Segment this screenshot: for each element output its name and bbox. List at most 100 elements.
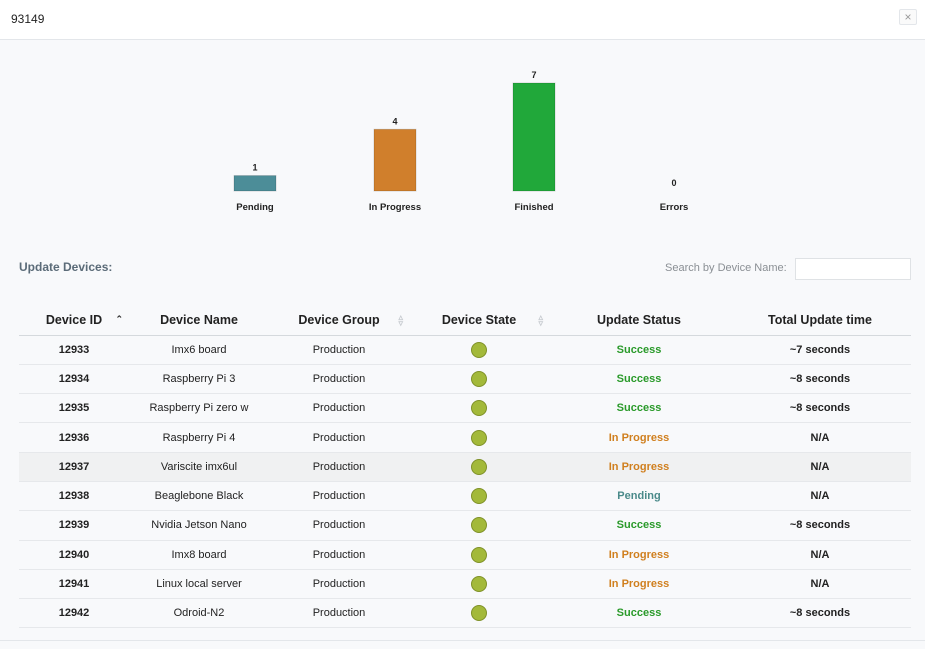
chart-value-label: 1	[252, 163, 257, 173]
table-row[interactable]: 12942 Odroid-N2 Production Success ~8 second…	[19, 598, 911, 629]
device-search-input[interactable]	[795, 258, 911, 280]
update-time-cell: ~7 seconds	[729, 335, 911, 365]
device-id-cell: 12937	[19, 452, 129, 482]
table-row[interactable]: 12939 Nvidia Jetson Nano Production Success…	[19, 510, 911, 541]
device-id-cell: 12940	[19, 540, 129, 570]
device-state-cell	[409, 569, 549, 600]
device-state-indicator-icon	[471, 546, 487, 563]
chart-value-label: 7	[531, 70, 536, 80]
device-state-cell	[409, 510, 549, 541]
update-status-cell: In Progress	[549, 422, 729, 453]
device-state-indicator-icon	[471, 576, 487, 593]
update-status-cell: Pending	[549, 481, 729, 512]
device-id-cell: 12942	[19, 598, 129, 629]
update-time-cell: ~8 seconds	[729, 364, 911, 395]
device-name-cell: Raspberry Pi 4	[129, 422, 269, 453]
table-row[interactable]: 12934 Raspberry Pi 3 Production Success ~8 s…	[19, 364, 911, 395]
device-state-indicator-icon	[471, 458, 487, 475]
update-time-cell: ~8 seconds	[729, 393, 911, 424]
column-header-device-group[interactable]: Device Group ▵ ▿	[269, 305, 409, 336]
device-state-indicator-icon	[471, 400, 487, 417]
column-header-device-id[interactable]: Device ID ⌃	[19, 305, 129, 336]
table-row[interactable]: 12937 Variscite imx6ul Production In Progre…	[19, 452, 911, 482]
device-group-cell: Production	[269, 335, 409, 365]
device-state-cell	[409, 481, 549, 512]
device-group-cell: Production	[269, 452, 409, 482]
device-state-cell	[409, 393, 549, 424]
chart-category-label: Pending	[236, 202, 274, 213]
sort-icon: ▵ ▿	[538, 312, 543, 328]
column-label: Device Group	[298, 312, 380, 327]
update-time-cell: N/A	[729, 540, 911, 570]
device-id-cell: 12936	[19, 422, 129, 453]
chart-value-label: 4	[392, 116, 397, 126]
update-status-cell: Success	[549, 510, 729, 541]
column-label: Total Update time	[768, 312, 872, 327]
device-name-cell: Raspberry Pi 3	[129, 364, 269, 395]
update-time-cell: N/A	[729, 481, 911, 512]
column-header-update-status: Update Status	[549, 305, 729, 336]
close-icon: ×	[904, 10, 912, 24]
device-id-cell: 12941	[19, 569, 129, 600]
modal-title: 93149	[11, 12, 45, 26]
column-label: Device Name	[160, 312, 238, 327]
table-row[interactable]: 12936 Raspberry Pi 4 Production In Progress…	[19, 422, 911, 453]
column-header-total-update-time: Total Update time	[729, 305, 911, 336]
device-id-cell: 12933	[19, 335, 129, 365]
column-label: Update Status	[596, 312, 682, 327]
device-group-cell: Production	[269, 481, 409, 512]
update-status-chart: 1 Pending 4 In Progress 7 Finished 0 Errors	[0, 60, 925, 220]
update-time-cell: N/A	[729, 452, 911, 482]
device-state-cell	[409, 540, 549, 570]
table-row[interactable]: 12941 Linux local server Production In Prog…	[19, 569, 911, 600]
device-id-cell: 12939	[19, 510, 129, 541]
close-button[interactable]: ×	[899, 9, 917, 25]
device-name-cell: Imx6 board	[129, 335, 269, 365]
device-state-indicator-icon	[471, 341, 487, 358]
footer-divider	[0, 640, 925, 641]
table-row[interactable]: 12940 Imx8 board Production In Progress N/A	[19, 540, 911, 570]
device-name-cell: Imx8 board	[129, 540, 269, 570]
device-state-indicator-icon	[471, 517, 487, 534]
chart-category-label: In Progress	[369, 202, 421, 213]
devices-table: Device ID ⌃ Device Name Device Group ▵ ▿ …	[19, 305, 911, 629]
table-row[interactable]: 12935 Raspberry Pi zero w Production Succes…	[19, 393, 911, 424]
update-time-cell: ~8 seconds	[729, 598, 911, 629]
update-status-cell: Success	[549, 335, 729, 365]
device-group-cell: Production	[269, 393, 409, 424]
column-header-device-name: Device Name	[129, 305, 269, 336]
device-state-cell	[409, 422, 549, 453]
chart-category-label: Errors	[660, 202, 689, 213]
device-name-cell: Nvidia Jetson Nano	[129, 510, 269, 541]
chart-bar-pending	[233, 175, 277, 192]
device-id-cell: 12935	[19, 393, 129, 424]
device-state-indicator-icon	[471, 488, 487, 505]
column-label: Device State	[441, 312, 517, 327]
update-status-cell: In Progress	[549, 540, 729, 570]
chart-value-label: 0	[671, 178, 676, 188]
device-group-cell: Production	[269, 598, 409, 629]
section-title: Update Devices:	[19, 260, 113, 274]
modal-header: 93149 ×	[0, 0, 925, 40]
update-time-cell: ~8 seconds	[729, 510, 911, 541]
device-group-cell: Production	[269, 540, 409, 570]
device-name-cell: Odroid-N2	[129, 598, 269, 629]
device-state-cell	[409, 598, 549, 629]
column-header-device-state[interactable]: Device State ▵ ▿	[409, 305, 549, 336]
table-row[interactable]: 12938 Beaglebone Black Production Pending N/…	[19, 481, 911, 512]
update-time-cell: N/A	[729, 569, 911, 600]
device-group-cell: Production	[269, 569, 409, 600]
chart-bar-in-progress	[373, 128, 417, 192]
bar-chart-svg: 1 Pending 4 In Progress 7 Finished 0 Errors	[233, 70, 689, 213]
device-id-cell: 12938	[19, 481, 129, 512]
device-name-cell: Beaglebone Black	[129, 481, 269, 512]
device-name-cell: Raspberry Pi zero w	[129, 393, 269, 424]
sort-ascending-icon: ⌃	[115, 314, 123, 324]
device-state-indicator-icon	[471, 429, 487, 446]
update-time-cell: N/A	[729, 422, 911, 453]
table-row[interactable]: 12933 Imx6 board Production Success ~7 secon…	[19, 335, 911, 365]
device-state-indicator-icon	[471, 605, 487, 622]
update-status-cell: In Progress	[549, 569, 729, 600]
device-state-cell	[409, 335, 549, 365]
devices-table-body: 12933 Imx6 board Production Success ~7 secon…	[19, 335, 911, 629]
